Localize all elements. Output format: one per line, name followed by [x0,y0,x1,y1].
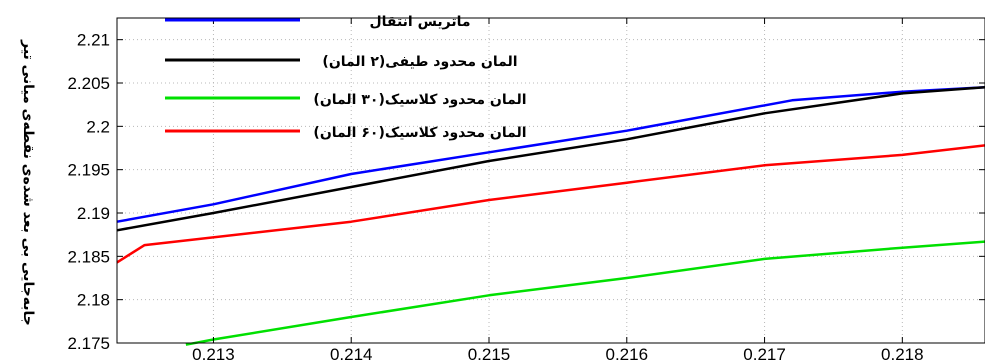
grid [117,18,985,344]
y-tick-label: 2.21 [77,31,110,50]
legend: ماتریس انتقال المان محدود طیفی(۲ المان) ال… [165,14,527,141]
axis-ticks: 0.213 0.214 0.215 0.216 0.217 0.218 2.175 2.18 2… [67,18,985,363]
series-line-1 [116,86,985,223]
y-tick-label: 2.175 [67,334,110,353]
y-tick-label: 2.2 [86,117,110,136]
series-lines [116,86,985,346]
y-tick-label: 2.205 [67,74,110,93]
x-tick-label: 0.218 [881,345,924,363]
y-tick-label: 2.195 [67,161,110,180]
x-tick-label: 0.215 [468,345,511,363]
x-tick-label: 0.214 [330,345,373,363]
plot-frame [116,17,985,344]
y-tick-label: 2.185 [67,247,110,266]
legend-label-4: المان محدود کلاسیک(۶۰ المان) [313,125,526,141]
x-tick-label: 0.213 [192,345,235,363]
legend-label-1: ماتریس انتقال [369,14,470,30]
y-axis-label: جابه‌جایی بی بعد شده‌ی نقطه‌ی میانی تیر [20,39,36,326]
x-tick-label: 0.217 [743,345,786,363]
y-tick-label: 2.18 [77,291,110,310]
series-line-4 [116,144,985,264]
series-line-3 [185,240,985,346]
series-line-2 [116,86,985,232]
x-tick-label: 0.216 [606,345,649,363]
legend-label-2: المان محدود طیفی(۲ المان) [322,54,517,70]
y-tick-label: 2.19 [77,204,110,223]
legend-label-3: المان محدود کلاسیک(۳۰ المان) [313,92,526,108]
